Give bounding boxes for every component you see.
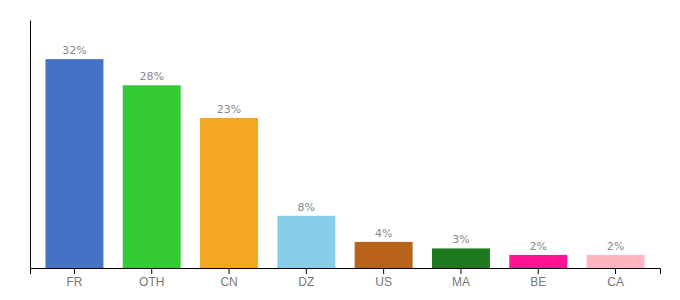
x-tick: CN (220, 268, 237, 289)
x-tick: CA (607, 268, 624, 289)
data-label: 2% (530, 240, 547, 253)
data-label: 23% (217, 103, 241, 116)
data-labels: 32% 28% 23% 8% 4% 3% 2% 2% (62, 44, 624, 253)
data-label: 3% (452, 233, 469, 246)
bars (45, 59, 644, 268)
bar (123, 85, 181, 268)
bar (587, 255, 645, 268)
x-tick: BE (530, 268, 546, 289)
bar (200, 118, 258, 268)
data-label: 28% (140, 70, 164, 83)
x-tick-label: BE (530, 275, 546, 289)
bar (355, 242, 413, 268)
x-tick-label: OTH (139, 275, 164, 289)
x-tick: DZ (298, 268, 314, 289)
y-axis (30, 21, 31, 269)
x-tick: MA (452, 268, 470, 289)
x-tick-label: FR (66, 275, 82, 289)
data-label: 8% (298, 201, 315, 214)
data-label: 2% (607, 240, 624, 253)
data-label: 32% (62, 44, 86, 57)
x-tick-mark (383, 268, 384, 274)
x-tick-mark (615, 268, 616, 274)
x-tick-label: MA (452, 275, 470, 289)
x-tick-label: US (375, 275, 392, 289)
plot: 32% 28% 23% 8% 4% 3% 2% 2% FR OTH CN DZ US MA BE CA (31, 21, 661, 289)
x-tick-label: CN (220, 275, 237, 289)
x-tick-label: CA (607, 275, 624, 289)
x-tick-mark (151, 268, 152, 274)
x-tick-label: DZ (298, 275, 314, 289)
x-tick: OTH (139, 268, 164, 289)
x-tick-mark (460, 268, 461, 274)
bar (509, 255, 567, 268)
data-label: 4% (375, 227, 392, 240)
bar (277, 216, 335, 268)
x-tick: US (375, 268, 392, 289)
bar (432, 248, 490, 268)
x-tick-mark (538, 268, 539, 274)
x-tick-mark (229, 268, 230, 274)
x-axis-line (31, 269, 661, 275)
x-tick-mark (306, 268, 307, 274)
x-tick-mark (74, 268, 75, 274)
bar (45, 59, 103, 268)
chart: 32% 28% 23% 8% 4% 3% 2% 2% FR OTH CN DZ US MA BE CA (0, 0, 680, 300)
x-tick: FR (66, 268, 82, 289)
y-axis-line (30, 21, 31, 269)
x-axis: FR OTH CN DZ US MA BE CA (31, 268, 661, 289)
